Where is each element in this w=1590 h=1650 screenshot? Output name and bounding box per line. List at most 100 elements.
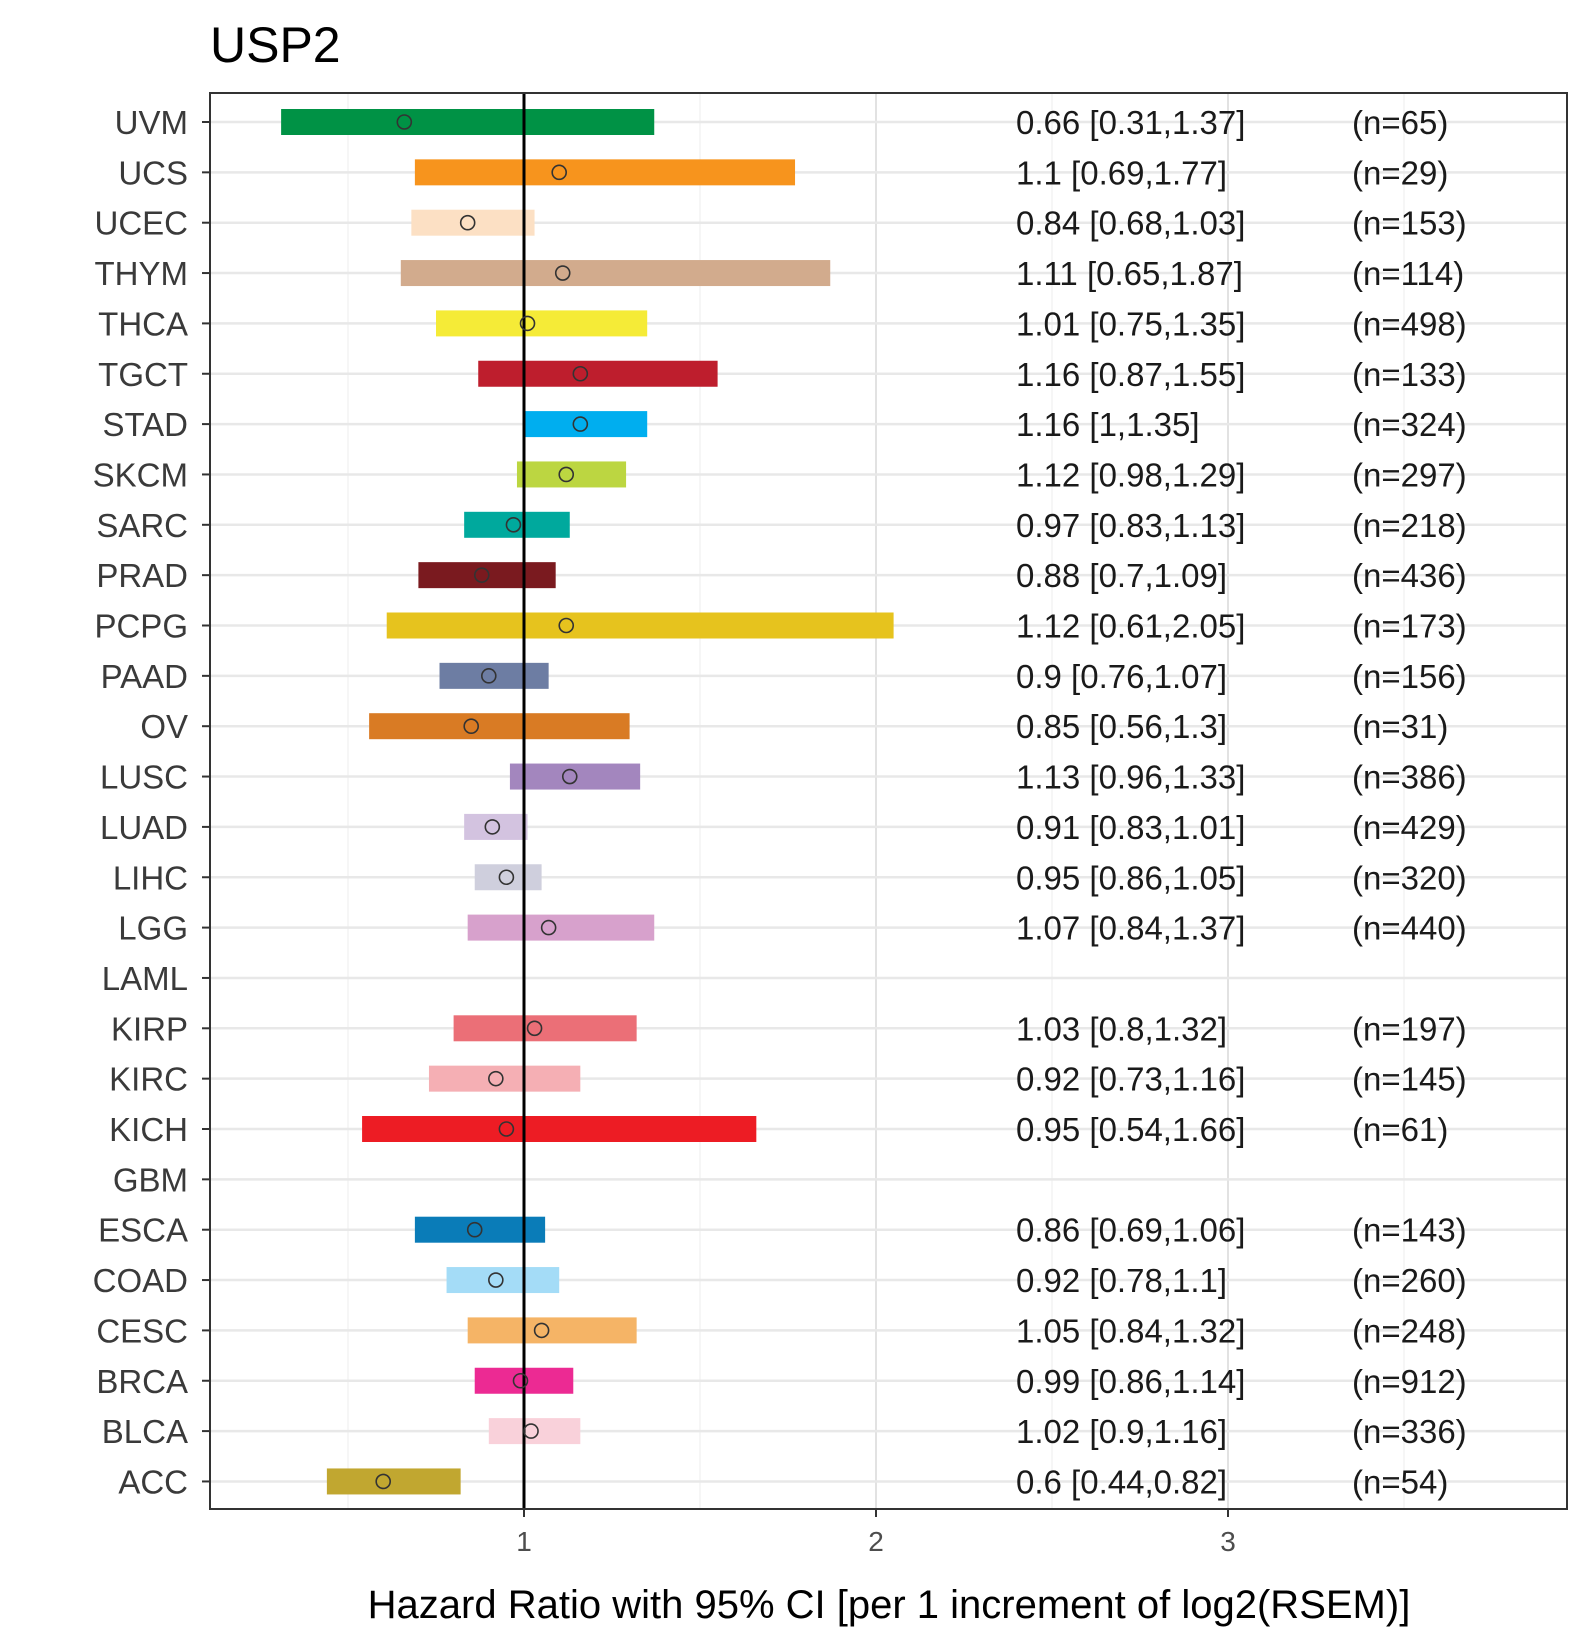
panel-border <box>209 92 1568 1510</box>
y-label-prad: PRAD <box>96 557 188 594</box>
sample-size-text: (n=133) <box>1352 356 1467 393</box>
hr-ci-text: 0.86 [0.69,1.06] <box>1016 1212 1245 1249</box>
y-label-laml: LAML <box>102 960 188 997</box>
ci-bar-stad <box>524 411 648 438</box>
hr-ci-text: 0.97 [0.83,1.13] <box>1016 507 1245 544</box>
sample-size-text: (n=320) <box>1352 859 1467 896</box>
y-label-blca: BLCA <box>102 1413 188 1450</box>
hr-ci-text: 1.11 [0.65,1.87] <box>1016 255 1243 292</box>
y-label-kirp: KIRP <box>111 1010 188 1047</box>
hr-point-tgct <box>572 365 589 382</box>
y-label-paad: PAAD <box>101 658 188 695</box>
hr-point-stad <box>572 416 589 432</box>
ci-bar-lgg <box>467 914 655 941</box>
hr-point-cesc <box>533 1322 550 1339</box>
hr-point-skcm <box>558 466 575 483</box>
y-label-ov: OV <box>140 708 188 745</box>
y-label-ucec: UCEC <box>94 205 188 242</box>
hr-point-prad <box>473 567 490 583</box>
y-label-coad: COAD <box>93 1262 188 1299</box>
sample-size-text: (n=145) <box>1352 1061 1467 1098</box>
ci-bar-blca <box>488 1418 581 1445</box>
ci-bar-thym <box>400 260 831 287</box>
sample-size-text: (n=143) <box>1352 1212 1467 1249</box>
y-axis-labels: UVM UCS UCEC THYM THCA TGCT STAD SKCM SARC PRAD PC… <box>93 104 210 1500</box>
sample-size-text: (n=31) <box>1352 708 1448 745</box>
hr-ci-text: 0.88 [0.7,1.09] <box>1016 557 1227 594</box>
y-label-ucs: UCS <box>118 154 188 191</box>
hr-point-ucec <box>459 214 476 231</box>
ci-bar-sarc <box>464 511 570 538</box>
hr-point-sarc <box>505 516 522 533</box>
hr-ci-text: 1.1 [0.69,1.77] <box>1016 154 1227 191</box>
hr-point-kich <box>498 1121 515 1137</box>
y-label-thym: THYM <box>95 255 189 292</box>
x-tick-label: 1 <box>516 1526 532 1557</box>
hr-ci-text: 0.95 [0.86,1.05] <box>1016 859 1245 896</box>
hr-ci-text: 1.07 [0.84,1.37] <box>1016 910 1245 947</box>
sample-size-text: (n=29) <box>1352 154 1448 191</box>
hr-points <box>375 114 589 1490</box>
sample-size-text: (n=912) <box>1352 1363 1467 1400</box>
ci-bar-kirc <box>428 1065 581 1092</box>
sample-size-text: (n=336) <box>1352 1413 1467 1450</box>
hr-point-pcpg <box>558 617 575 634</box>
y-label-lusc: LUSC <box>100 759 188 796</box>
ci-bar-uvm <box>281 109 655 135</box>
x-axis-label: Hazard Ratio with 95% CI [per 1 incremen… <box>368 1583 1411 1627</box>
chart-title: USP2 <box>210 17 341 73</box>
sample-size-text: (n=114) <box>1352 255 1464 292</box>
hr-point-thym <box>554 265 571 281</box>
hr-ci-text: 0.95 [0.54,1.66] <box>1016 1111 1245 1148</box>
sample-size-text: (n=54) <box>1352 1463 1448 1500</box>
ci-bar-paad <box>439 662 549 689</box>
hr-point-kirp <box>526 1020 543 1037</box>
hr-ci-text: 1.16 [1,1.35] <box>1016 406 1199 443</box>
hr-ci-text: 1.13 [0.96,1.33] <box>1016 759 1245 796</box>
ci-bar-lihc <box>474 864 542 891</box>
ci-bar-kirp <box>453 1015 637 1042</box>
hr-ci-text: 0.92 [0.73,1.16] <box>1016 1061 1245 1098</box>
y-label-gbm: GBM <box>113 1161 188 1198</box>
sample-size-text: (n=297) <box>1352 456 1467 493</box>
hr-point-ov <box>463 718 480 735</box>
y-label-thca: THCA <box>98 305 188 342</box>
y-label-uvm: UVM <box>115 104 188 141</box>
ci-bar-esca <box>414 1216 546 1243</box>
hr-ci-text: 0.6 [0.44,0.82] <box>1016 1463 1227 1500</box>
hr-ci-text: 1.02 [0.9,1.16] <box>1016 1413 1227 1450</box>
x-tick-label: 2 <box>868 1526 884 1557</box>
ci-bars <box>281 109 894 1495</box>
hr-point-lihc <box>498 869 515 886</box>
hr-point-thca <box>519 315 536 332</box>
hr-point-kirc <box>488 1070 504 1087</box>
y-label-pcpg: PCPG <box>94 608 188 645</box>
sample-size-text: (n=498) <box>1352 305 1467 342</box>
hr-point-luad <box>484 819 501 835</box>
hr-ci-text: 0.85 [0.56,1.3] <box>1016 708 1227 745</box>
ci-bar-tgct <box>478 360 718 387</box>
sample-size-text: (n=156) <box>1352 658 1467 695</box>
hr-ci-text: 0.92 [0.78,1.1] <box>1016 1262 1227 1299</box>
sample-size-text: (n=153) <box>1352 205 1467 242</box>
hr-point-lusc <box>561 768 578 785</box>
sample-size-text: (n=218) <box>1352 507 1467 544</box>
y-label-skcm: SKCM <box>93 456 188 493</box>
hr-point-esca <box>466 1221 483 1238</box>
hr-ci-text: 0.9 [0.76,1.07] <box>1016 658 1227 695</box>
sample-size-text: (n=429) <box>1352 809 1467 846</box>
y-label-sarc: SARC <box>96 507 188 544</box>
ci-bar-skcm <box>516 461 627 488</box>
ci-bar-prad <box>418 562 556 589</box>
sample-size-text: (n=260) <box>1352 1262 1467 1299</box>
ci-bar-cesc <box>467 1317 637 1344</box>
sample-size-text: (n=436) <box>1352 557 1467 594</box>
hr-ci-text: 1.12 [0.98,1.29] <box>1016 456 1245 493</box>
y-label-cesc: CESC <box>96 1312 188 1349</box>
sample-size-text: (n=248) <box>1352 1312 1467 1349</box>
hr-point-uvm <box>396 114 413 130</box>
ci-bar-luad <box>464 813 528 840</box>
hr-point-ucs <box>551 164 568 181</box>
sample-size-text: (n=65) <box>1352 104 1448 141</box>
